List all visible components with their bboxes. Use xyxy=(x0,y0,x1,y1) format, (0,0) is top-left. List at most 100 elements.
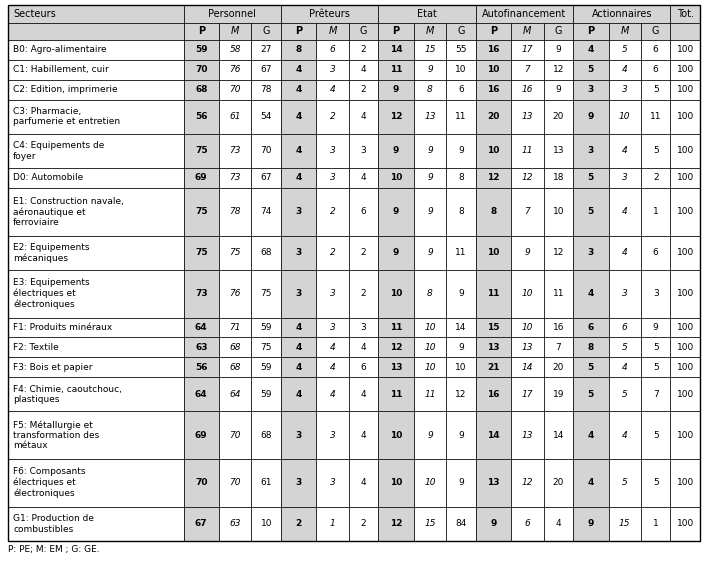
Text: 58: 58 xyxy=(229,46,241,55)
Bar xyxy=(573,134,608,168)
Bar xyxy=(252,80,281,100)
Bar xyxy=(252,337,281,358)
Text: 4: 4 xyxy=(556,520,561,529)
Text: 3: 3 xyxy=(588,146,594,155)
Text: 13: 13 xyxy=(553,146,564,155)
Text: 9: 9 xyxy=(427,207,433,216)
Text: 16: 16 xyxy=(522,85,533,94)
Bar xyxy=(281,236,317,270)
Bar xyxy=(8,188,183,236)
Text: 100: 100 xyxy=(677,46,694,55)
Bar xyxy=(349,60,379,80)
Bar xyxy=(446,507,476,541)
Text: 10: 10 xyxy=(424,323,436,332)
Bar xyxy=(446,60,476,80)
Text: C1: Habillement, cuir: C1: Habillement, cuir xyxy=(13,65,109,74)
Text: 16: 16 xyxy=(487,390,500,399)
Text: 20: 20 xyxy=(553,363,564,372)
Bar xyxy=(511,236,544,270)
Text: 10: 10 xyxy=(455,363,467,372)
Bar xyxy=(252,358,281,377)
Text: 3: 3 xyxy=(622,173,627,182)
Bar xyxy=(219,80,252,100)
Bar xyxy=(476,459,511,507)
Bar xyxy=(183,236,219,270)
Bar xyxy=(183,507,219,541)
Text: 10: 10 xyxy=(390,173,403,182)
Bar xyxy=(8,60,183,80)
Bar xyxy=(641,236,670,270)
Bar xyxy=(670,168,700,188)
Bar xyxy=(608,188,641,236)
Bar xyxy=(446,337,476,358)
Bar xyxy=(281,5,379,23)
Bar xyxy=(476,80,511,100)
Text: 61: 61 xyxy=(260,479,272,488)
Text: E2: Equipements
mécaniques: E2: Equipements mécaniques xyxy=(13,243,90,263)
Text: 100: 100 xyxy=(677,520,694,529)
Text: 9: 9 xyxy=(458,343,464,352)
Bar xyxy=(670,40,700,60)
Bar xyxy=(608,507,641,541)
Text: 4: 4 xyxy=(361,112,367,121)
Text: 2: 2 xyxy=(361,46,367,55)
Text: 4: 4 xyxy=(361,343,367,352)
Text: 20: 20 xyxy=(553,479,564,488)
Bar xyxy=(446,459,476,507)
Text: 69: 69 xyxy=(195,173,207,182)
Text: 4: 4 xyxy=(295,146,302,155)
Text: 13: 13 xyxy=(424,112,436,121)
Text: 9: 9 xyxy=(458,479,464,488)
Text: M: M xyxy=(329,26,337,36)
Text: 4: 4 xyxy=(361,431,367,440)
Bar xyxy=(8,168,183,188)
Bar xyxy=(349,236,379,270)
Bar xyxy=(183,40,219,60)
Bar xyxy=(670,80,700,100)
Bar xyxy=(379,507,414,541)
Bar xyxy=(476,23,511,40)
Text: 64: 64 xyxy=(229,390,241,399)
Text: 3: 3 xyxy=(330,479,336,488)
Text: 78: 78 xyxy=(229,207,241,216)
Text: 11: 11 xyxy=(522,146,533,155)
Bar xyxy=(183,60,219,80)
Bar xyxy=(641,412,670,459)
Bar xyxy=(608,23,641,40)
Text: 70: 70 xyxy=(195,479,207,488)
Bar xyxy=(641,40,670,60)
Bar xyxy=(349,337,379,358)
Bar xyxy=(544,318,573,337)
Bar xyxy=(252,60,281,80)
Text: 3: 3 xyxy=(588,85,594,94)
Bar xyxy=(8,377,183,412)
Text: P: P xyxy=(490,26,497,36)
Text: Personnel: Personnel xyxy=(209,9,256,19)
Text: F2: Textile: F2: Textile xyxy=(13,343,59,352)
Bar xyxy=(8,40,183,60)
Bar xyxy=(281,60,317,80)
Bar xyxy=(317,134,349,168)
Text: 7: 7 xyxy=(556,343,561,352)
Bar xyxy=(252,188,281,236)
Text: 6: 6 xyxy=(588,323,594,332)
Text: 4: 4 xyxy=(622,65,627,74)
Text: 14: 14 xyxy=(553,431,564,440)
Text: 8: 8 xyxy=(458,173,464,182)
Text: 9: 9 xyxy=(588,112,594,121)
Bar xyxy=(511,358,544,377)
Bar xyxy=(608,270,641,318)
Text: 64: 64 xyxy=(195,323,207,332)
Bar xyxy=(511,100,544,134)
Text: 5: 5 xyxy=(622,390,627,399)
Text: 73: 73 xyxy=(229,146,241,155)
Text: F4: Chimie, caoutchouc,
plastiques: F4: Chimie, caoutchouc, plastiques xyxy=(13,385,122,404)
Text: 9: 9 xyxy=(525,248,530,257)
Bar xyxy=(379,100,414,134)
Bar xyxy=(446,23,476,40)
Text: 14: 14 xyxy=(455,323,467,332)
Text: 5: 5 xyxy=(588,207,594,216)
Text: E1: Construction navale,
aéronautique et
ferroviaire: E1: Construction navale, aéronautique et… xyxy=(13,196,124,227)
Text: 2: 2 xyxy=(361,289,367,298)
Bar xyxy=(641,100,670,134)
